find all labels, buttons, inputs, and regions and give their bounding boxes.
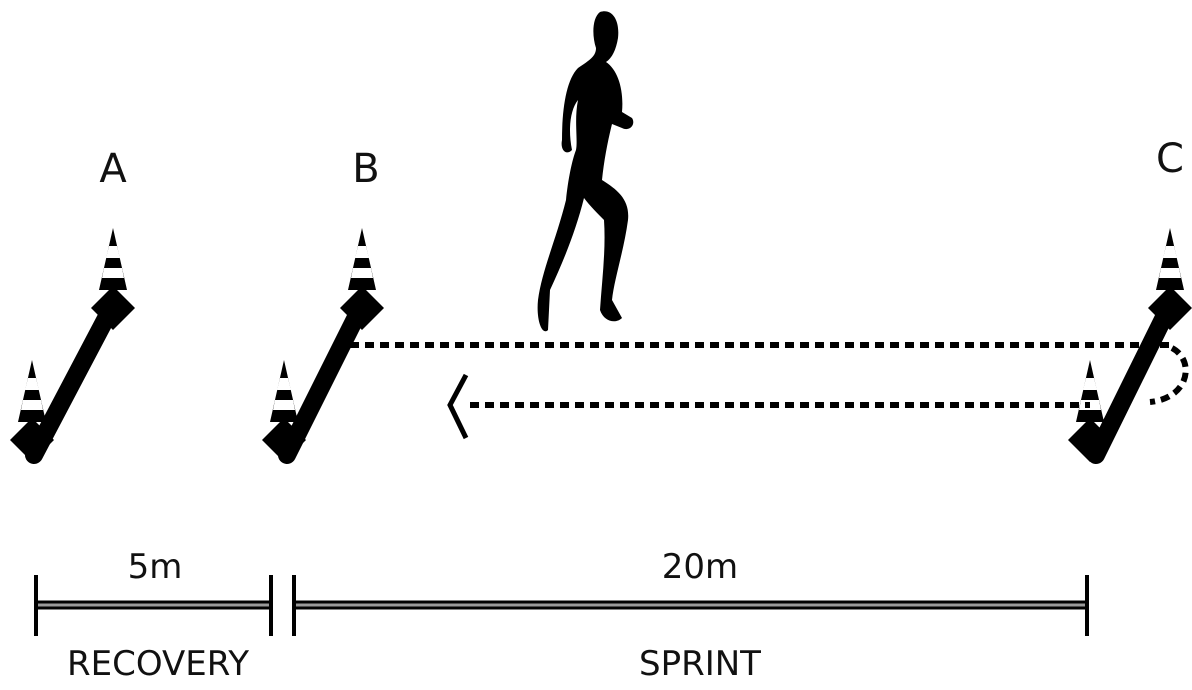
run-path (350, 345, 1186, 405)
runner (538, 11, 634, 331)
cone-bars (34, 305, 1170, 455)
segment-label: SPRINT (639, 644, 761, 684)
station-label: A (99, 146, 127, 192)
segment-distance: 5m (128, 547, 183, 587)
scale-bars (35, 575, 1087, 636)
course-diagram: A B C 5m RECOVERY 20m SPRINT (0, 0, 1192, 690)
page: A B C 5m RECOVERY 20m SPRINT (() => (0, 0, 1192, 690)
station-label: C (1156, 136, 1184, 182)
segment-label: RECOVERY (67, 644, 249, 684)
station-label: B (352, 146, 379, 192)
arrow-head (450, 375, 466, 438)
segment-distance: 20m (662, 547, 738, 587)
